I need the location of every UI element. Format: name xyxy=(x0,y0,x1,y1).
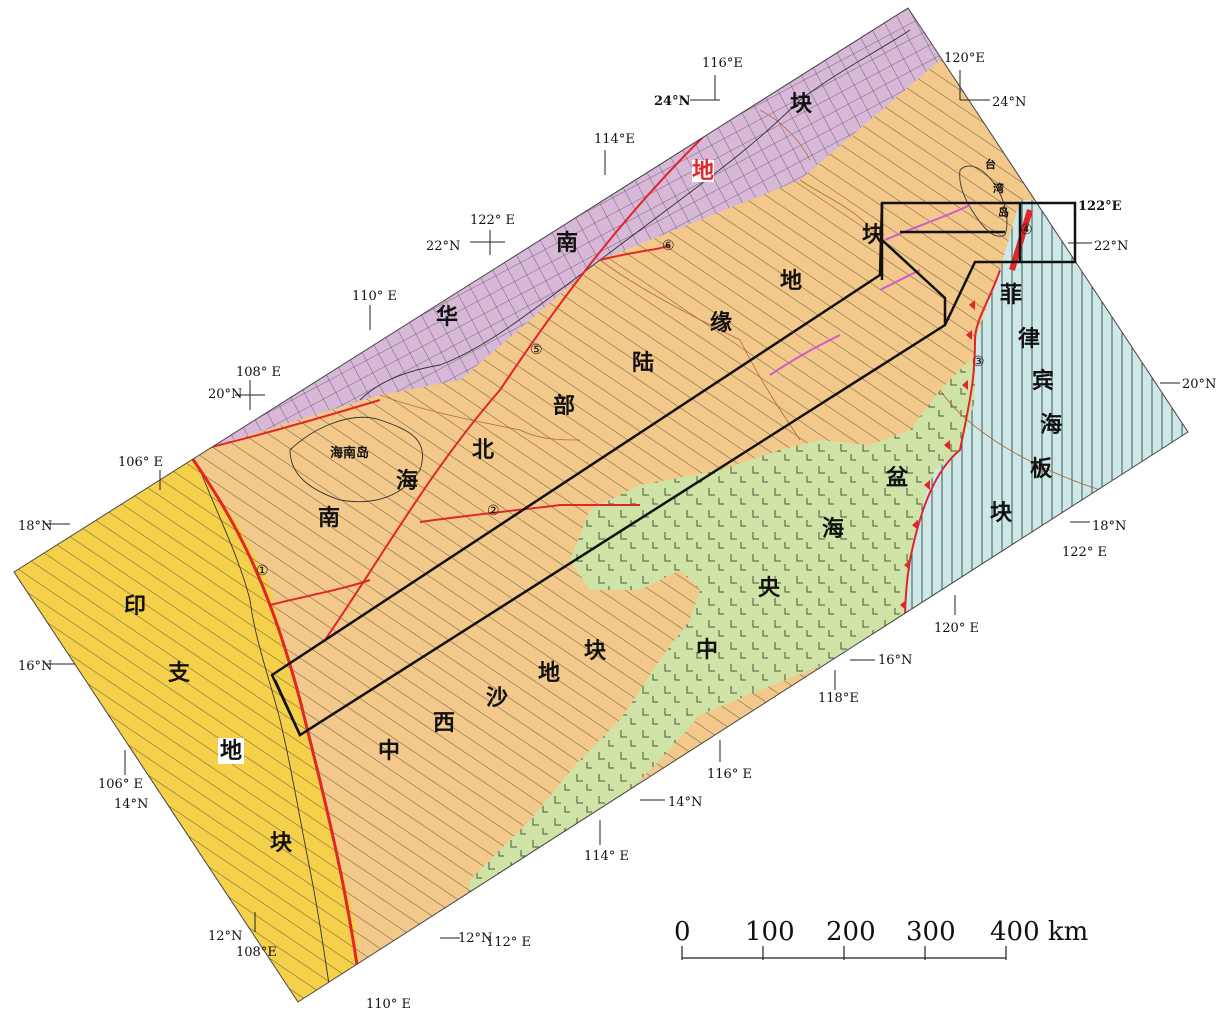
philippine-char-1: 菲 xyxy=(1000,283,1022,308)
taiwan-char-3: 岛 xyxy=(998,205,1009,219)
coord-lat-20-top-left: 20°N xyxy=(208,387,242,402)
coord-lon-110-bottom: 110° E xyxy=(366,997,411,1012)
coastlines xyxy=(199,29,1008,991)
coord-lon-120-top: 120°E xyxy=(944,51,985,66)
internal-boundaries xyxy=(379,109,1101,491)
coord-ticks xyxy=(45,70,1180,939)
coord-lon-122-top-left: 122° E xyxy=(470,213,515,228)
coord-lat-12-left: 12°N xyxy=(208,929,242,944)
coord-lon-116-top: 116°E xyxy=(702,56,743,71)
indochina-char-4: 块 xyxy=(270,831,293,856)
north-margin-char-1: 南 xyxy=(318,506,340,531)
north-margin-block-labels: 南 海 北 部 陆 缘 地 块 xyxy=(318,223,885,531)
xisha-char-4: 地 xyxy=(538,661,560,686)
scale-tick-200: 200 xyxy=(826,917,876,947)
north-margin-char-8: 块 xyxy=(862,223,885,248)
taiwan-char-2: 湾 xyxy=(993,181,1004,195)
scale-bar: 0 100 200 300 400 km xyxy=(674,917,1088,960)
north-margin-char-2: 海 xyxy=(396,468,418,494)
north-margin-char-7: 地 xyxy=(780,269,802,294)
coord-lat-14-left: 14°N xyxy=(114,797,148,812)
coord-lat-22-right: 22°N xyxy=(1094,239,1128,254)
south-china-char-3: 地 xyxy=(692,159,714,184)
xisha-char-5: 块 xyxy=(584,639,607,664)
south-china-char-4: 块 xyxy=(790,92,813,117)
scale-tick-100: 100 xyxy=(745,917,795,947)
xisha-block-labels: 中 西 沙 地 块 xyxy=(378,639,607,764)
central-basin-area xyxy=(460,360,980,950)
coord-lon-122-top-right: 122°E xyxy=(1078,199,1122,214)
central-basin-char-3: 海 xyxy=(822,516,844,542)
coord-lon-110-top: 110° E xyxy=(352,289,397,304)
scale-tick-300: 300 xyxy=(906,917,956,947)
north-margin-char-5: 陆 xyxy=(632,351,654,376)
coord-lon-122-right: 122° E xyxy=(1062,545,1107,560)
coord-lat-18-left: 18°N xyxy=(18,519,52,534)
coord-lon-114-bottom: 114° E xyxy=(584,849,629,864)
survey-corridor xyxy=(270,201,1077,737)
coord-lon-112-bottom: 112° E xyxy=(486,935,531,950)
coord-lat-20-right: 20°N xyxy=(1182,377,1216,392)
south-china-block-labels: 华 南 地 块 xyxy=(436,92,813,330)
fault-numbers: ① ② ③ ④ ⑤ ⑥ xyxy=(256,222,1033,579)
coord-labels: 106° E 18°N 16°N 106° E 14°N 12°N 108°E … xyxy=(18,51,1216,1012)
south-china-char-1: 华 xyxy=(436,304,458,330)
coord-lon-106-bottom: 106° E xyxy=(98,777,143,792)
fault-number-5: ⑤ xyxy=(530,342,543,358)
central-basin-labels: 中 央 海 盆 xyxy=(696,465,909,663)
label-bg-box xyxy=(692,160,714,182)
coord-lon-106-top: 106° E xyxy=(118,455,163,470)
indochina-block-labels: 印 支 地 块 xyxy=(124,594,293,856)
south-china-char-2: 南 xyxy=(556,231,578,256)
north-margin-char-4: 部 xyxy=(553,393,575,419)
coord-lat-16-inner: 16°N xyxy=(878,653,912,668)
coord-lon-114-top: 114°E xyxy=(594,132,635,147)
fault-number-4: ④ xyxy=(1020,222,1033,238)
fault-number-2: ② xyxy=(487,503,500,519)
fault-number-6: ⑥ xyxy=(662,238,675,254)
north-margin-char-3: 北 xyxy=(472,438,494,463)
philippine-char-5: 板 xyxy=(1030,457,1053,482)
map-frame xyxy=(13,7,1189,1003)
hainan-island-label: 海南岛 xyxy=(330,445,369,461)
coord-lon-108-bottom: 108°E xyxy=(236,945,277,960)
philippine-plate-labels: 菲 律 宾 海 板 块 xyxy=(990,283,1062,526)
coord-lon-120-bottom: 120° E xyxy=(934,621,979,636)
central-basin-char-2: 央 xyxy=(758,575,781,601)
central-basin-char-4: 盆 xyxy=(886,465,909,491)
coord-lat-24-top-left: 24°N xyxy=(654,94,691,109)
indochina-char-2: 支 xyxy=(168,661,191,686)
north-margin-char-6: 缘 xyxy=(710,311,732,336)
coord-lat-24-top-right: 24°N xyxy=(992,95,1026,110)
coord-lon-108-top: 108° E xyxy=(236,365,281,380)
coord-lat-22-top-left: 22°N xyxy=(426,239,460,254)
coord-lat-12-inner: 12°N xyxy=(458,931,492,946)
coord-lon-118-bottom: 118°E xyxy=(818,691,859,706)
scale-tick-400: 400 km xyxy=(990,917,1088,947)
coord-lat-18-right: 18°N xyxy=(1092,519,1126,534)
indochina-char-3: 地 xyxy=(220,739,242,764)
central-basin-char-1: 中 xyxy=(696,638,718,663)
philippine-char-2: 律 xyxy=(1018,326,1040,352)
taiwan-char-1: 台 xyxy=(985,157,996,171)
xisha-char-2: 西 xyxy=(433,711,455,736)
coord-lat-14-inner: 14°N xyxy=(668,795,702,810)
trench-teeth xyxy=(900,300,975,610)
coord-lon-116-bottom: 116° E xyxy=(707,767,752,782)
xisha-char-1: 中 xyxy=(378,739,400,764)
label-bg-box xyxy=(218,738,244,764)
fault-number-1: ① xyxy=(256,563,269,579)
xisha-char-3: 沙 xyxy=(486,686,508,711)
philippine-char-6: 块 xyxy=(990,501,1013,526)
scale-tick-0: 0 xyxy=(674,917,691,947)
coord-lat-16-left: 16°N xyxy=(18,659,52,674)
fault-number-3: ③ xyxy=(972,354,985,370)
indochina-char-1: 印 xyxy=(124,594,146,619)
philippine-char-3: 宾 xyxy=(1032,368,1054,394)
philippine-char-4: 海 xyxy=(1040,412,1062,438)
